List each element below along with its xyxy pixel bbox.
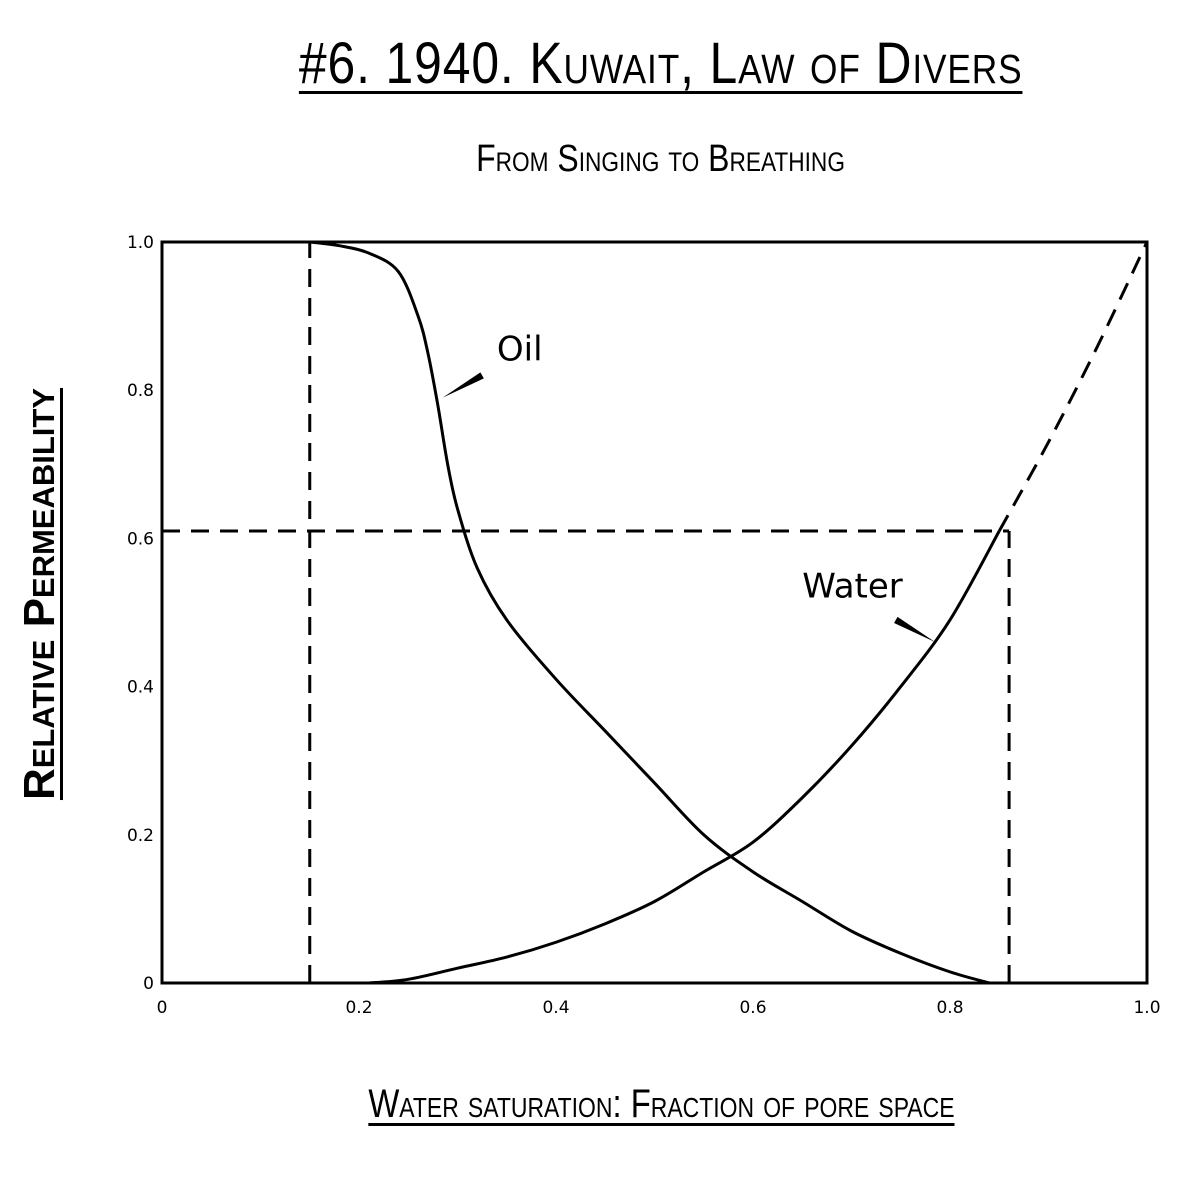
annotation-label-water: Water [802, 567, 903, 607]
x-tick-label: 0.2 [345, 998, 372, 1018]
y-tick-label: 0.2 [127, 826, 154, 846]
y-tick-label: 0.8 [127, 381, 154, 401]
y-tick-label: 1.0 [127, 233, 154, 253]
x-tick-label: 0 [157, 998, 168, 1018]
series-extrapolation-line [997, 241, 1149, 532]
y-tick-label: 0 [143, 974, 154, 994]
annotation-pointer-oil [442, 372, 484, 398]
y-tick-label: 0.4 [127, 678, 154, 698]
series-water-line [368, 530, 1001, 985]
plot-frame [160, 240, 1149, 985]
x-axis-label: Water saturation: Fraction of pore space [367, 1082, 955, 1126]
x-tick-label: 0.8 [936, 998, 963, 1018]
annotation-pointer-water [894, 616, 936, 643]
x-tick-label: 0.6 [739, 998, 766, 1018]
y-tick-label: 0.6 [127, 529, 154, 549]
x-tick-label: 0.4 [542, 998, 569, 1018]
chart-subtitle: From Singing to Breathing [476, 138, 846, 180]
x-tick-label: 1.0 [1133, 998, 1160, 1018]
chart-title: #6. 1940. Kuwait, Law of Divers [299, 31, 1023, 96]
series-oil-line [309, 240, 990, 985]
annotation-label-oil: Oil [497, 330, 543, 370]
